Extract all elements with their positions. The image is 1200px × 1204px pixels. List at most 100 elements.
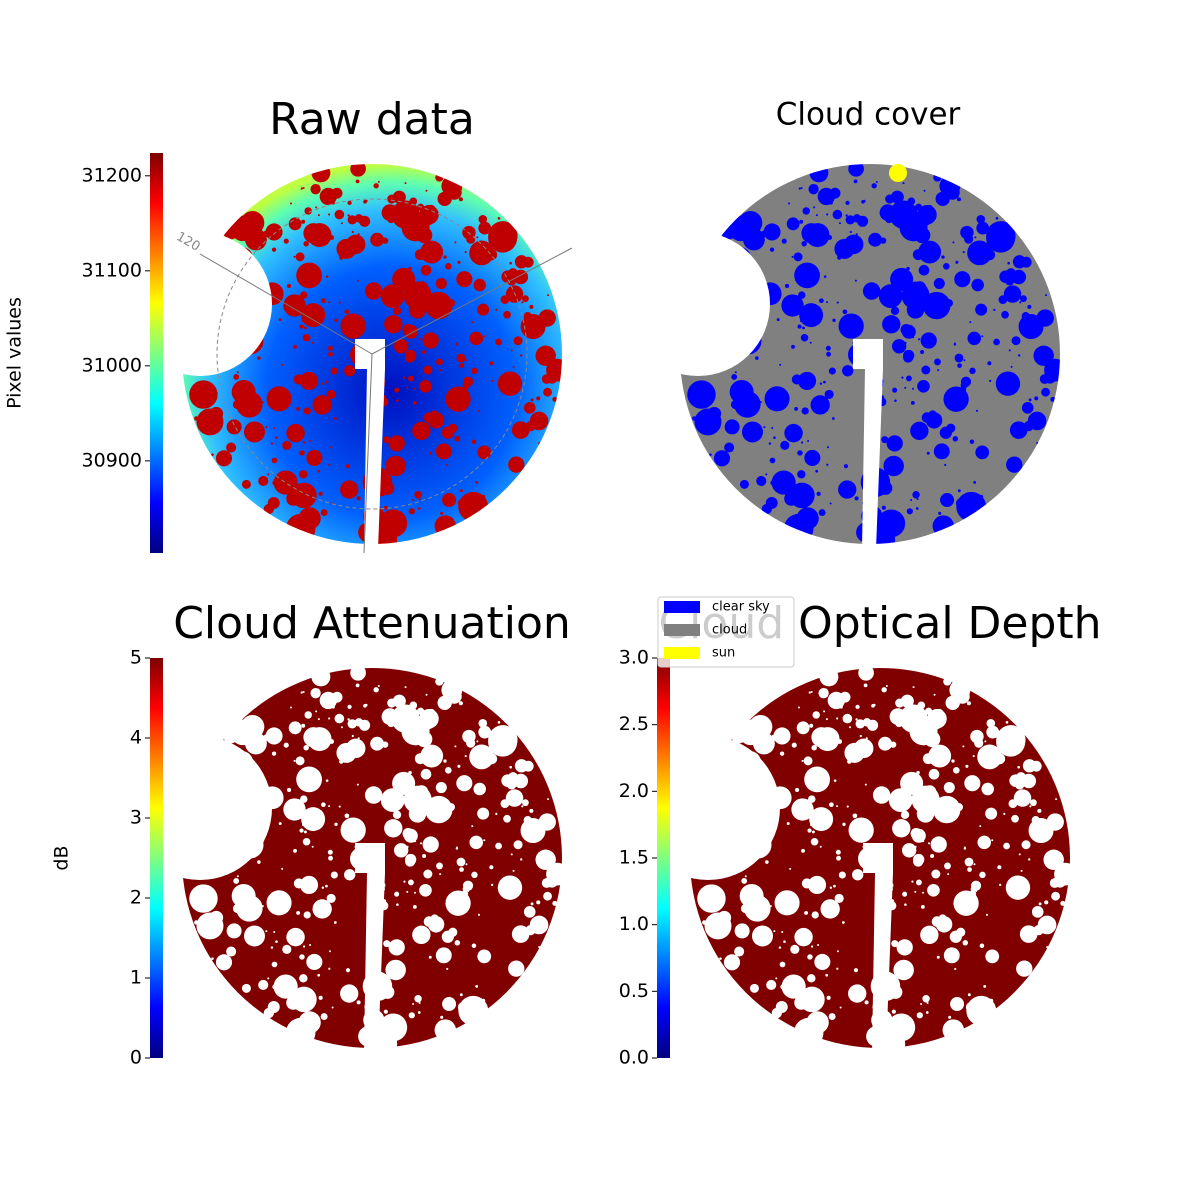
cloud-blob xyxy=(1041,387,1050,397)
cloud-blob xyxy=(773,436,776,439)
cloud-blob xyxy=(728,246,751,270)
cloud-blob xyxy=(197,351,202,356)
cloud-blob xyxy=(448,423,458,433)
cloud-blob xyxy=(771,1007,782,1019)
cloud-blob xyxy=(891,339,907,354)
cloud-blob xyxy=(303,744,309,751)
cloud-blob xyxy=(289,939,292,942)
cloud-blob xyxy=(318,995,323,1000)
cloud-blob xyxy=(705,855,710,860)
colorbar xyxy=(150,153,163,553)
cloud-blob xyxy=(334,822,338,826)
cloud-blob xyxy=(727,348,733,353)
legend-label: sun xyxy=(712,646,735,661)
cloud-blob xyxy=(459,363,464,368)
cloud-blob xyxy=(477,303,490,316)
cloud-blob xyxy=(388,939,405,956)
cloud-blob xyxy=(265,930,268,933)
cloud-blob xyxy=(226,946,237,957)
cloud-blob xyxy=(481,494,486,499)
cloud-blob xyxy=(455,343,459,346)
cloud-blob xyxy=(228,331,234,338)
cloud-blob xyxy=(829,822,832,825)
cloud-blob xyxy=(446,967,449,971)
cloud-blob xyxy=(403,828,418,843)
cloud-blob xyxy=(367,990,371,993)
cloud-blob xyxy=(340,313,366,339)
cloud-blob xyxy=(347,215,357,225)
cloud-blob xyxy=(481,998,486,1003)
cloud-blob xyxy=(804,910,809,915)
cloud-blob xyxy=(471,367,478,375)
cloud-blob xyxy=(875,180,878,183)
cloud-blob xyxy=(853,968,859,973)
cloud-blob xyxy=(865,439,874,449)
cloud-blob xyxy=(433,805,439,811)
cloud-blob xyxy=(287,283,292,289)
cloud-blob xyxy=(829,886,833,889)
cloud-blob xyxy=(221,842,224,845)
cloud-blob xyxy=(871,183,877,189)
cloud-blob xyxy=(529,808,534,813)
cloud-blob xyxy=(848,726,851,729)
cloud-blob xyxy=(963,359,966,362)
cloud-blob xyxy=(393,843,409,858)
cloud-blob xyxy=(359,851,365,856)
cloud-blob xyxy=(392,306,402,316)
cloud-blob xyxy=(964,857,974,867)
cloud-blob xyxy=(475,984,479,988)
cloud-blob xyxy=(283,798,306,821)
cloud-blob xyxy=(1018,853,1021,856)
cloud-blob xyxy=(713,315,716,318)
cloud-blob xyxy=(776,318,780,322)
cloud-blob xyxy=(827,691,845,710)
cloud-blob xyxy=(488,727,518,757)
cloud-blob xyxy=(789,482,815,509)
cloud-blob xyxy=(739,479,749,489)
cloud-blob xyxy=(420,768,432,780)
cloud-blob xyxy=(345,234,366,255)
cloud-blob xyxy=(414,387,417,390)
cloud-blob xyxy=(838,222,841,225)
cloud-blob xyxy=(436,862,443,870)
cloud-blob xyxy=(497,371,523,396)
cloud-blob xyxy=(794,927,813,947)
cloud-blob xyxy=(742,331,745,334)
cloud-blob xyxy=(1013,789,1032,807)
cloud-blob xyxy=(222,856,236,869)
cloud-blob xyxy=(344,869,356,881)
cloud-blob xyxy=(325,275,329,278)
cloud-blob xyxy=(1011,814,1019,823)
cloud-blob xyxy=(457,260,461,264)
cloud-blob xyxy=(406,890,409,893)
cloud-blob xyxy=(886,881,894,890)
cloud-blob xyxy=(878,284,903,309)
cloud-blob xyxy=(926,303,930,307)
cloud-blob xyxy=(917,338,921,341)
cloud-blob xyxy=(476,236,479,239)
cloud-blob xyxy=(791,344,795,349)
cloud-blob xyxy=(881,505,886,510)
cloud-blob xyxy=(906,375,912,382)
cloud-blob xyxy=(229,348,235,353)
cloud-blob xyxy=(495,812,498,815)
cloud-blob xyxy=(723,819,726,822)
colorbar-tick-label: 0.5 xyxy=(619,980,649,1002)
cloud-blob xyxy=(800,333,809,342)
cloud-blob xyxy=(478,214,488,224)
cloud-blob xyxy=(981,782,994,796)
cloud-blob xyxy=(901,843,917,858)
cloud-blob xyxy=(326,389,336,399)
cloud-blob xyxy=(207,820,210,824)
cloud-blob xyxy=(427,412,445,429)
cloud-blob xyxy=(347,718,350,721)
cloud-blob xyxy=(872,858,875,861)
cloud-blob xyxy=(484,728,487,731)
cloud-blob xyxy=(838,313,864,339)
cloud-blob xyxy=(805,934,810,938)
cloud-blob xyxy=(734,923,750,939)
cloud-blob xyxy=(970,729,984,744)
cloud-blob xyxy=(975,303,988,316)
cloud-blob xyxy=(444,766,452,774)
cloud-blob xyxy=(304,207,312,215)
